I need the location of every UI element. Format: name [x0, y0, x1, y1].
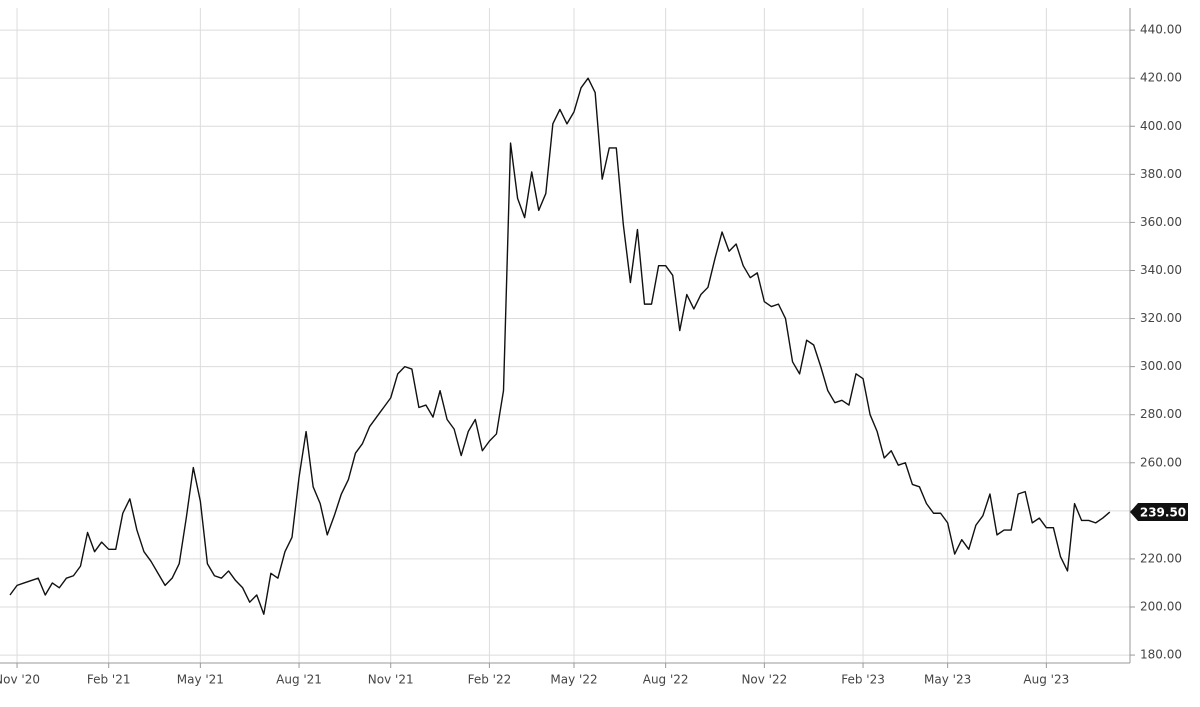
price-line: [9, 77, 1111, 615]
price-tag: [1130, 503, 1188, 522]
y-tick-label: 260.00: [1140, 455, 1182, 469]
x-tick-label: Feb '23: [841, 673, 885, 687]
y-tick-label: 340.00: [1140, 263, 1182, 277]
x-tick-label: Feb '22: [468, 673, 512, 687]
x-tick-label: Aug '23: [1023, 673, 1069, 687]
y-tick-label: 200.00: [1140, 599, 1182, 613]
y-tick-label: 220.00: [1140, 551, 1182, 565]
y-tick-label: 320.00: [1140, 311, 1182, 325]
x-tick-label: Aug '21: [276, 673, 322, 687]
price-tag-label: 239.50: [1140, 506, 1186, 520]
x-tick-label: May '22: [550, 673, 597, 687]
y-tick-label: 360.00: [1140, 215, 1182, 229]
x-tick-label: May '21: [177, 673, 224, 687]
y-tick-label: 180.00: [1140, 648, 1182, 662]
x-tick-label: Aug '22: [643, 673, 689, 687]
y-tick-label: 420.00: [1140, 71, 1182, 85]
y-tick-label: 280.00: [1140, 407, 1182, 421]
y-tick-label: 300.00: [1140, 359, 1182, 373]
x-tick-label: Nov '22: [741, 673, 787, 687]
y-tick-label: 380.00: [1140, 167, 1182, 181]
x-tick-label: Nov '21: [368, 673, 414, 687]
y-tick-label: 400.00: [1140, 119, 1182, 133]
x-tick-label: Nov '20: [0, 673, 40, 687]
x-tick-label: May '23: [924, 673, 971, 687]
x-tick-label: Feb '21: [87, 673, 131, 687]
y-tick-label: 440.00: [1140, 23, 1182, 37]
